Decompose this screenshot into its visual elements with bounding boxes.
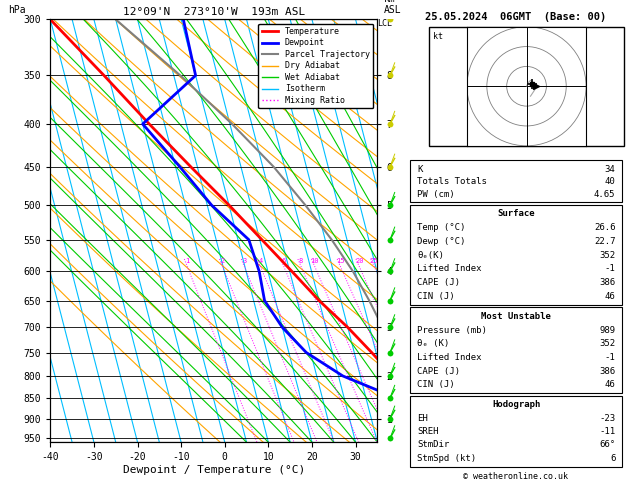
Text: 34: 34 [604,165,615,174]
Text: 4: 4 [259,259,262,264]
Text: km
ASL: km ASL [384,0,401,15]
Text: 6: 6 [610,454,615,463]
Text: 15: 15 [337,259,345,264]
Title: 12°09'N  273°10'W  193m ASL: 12°09'N 273°10'W 193m ASL [123,7,305,17]
Text: 26.6: 26.6 [594,223,615,232]
Text: 2: 2 [220,259,225,264]
Text: 22.7: 22.7 [594,237,615,246]
Text: PW (cm): PW (cm) [417,190,455,199]
Text: EH: EH [417,414,428,423]
Bar [410,160,622,202]
Bar [428,27,625,146]
Text: 6: 6 [282,259,286,264]
Text: 25: 25 [370,259,379,264]
Text: 10: 10 [311,259,319,264]
Legend: Temperature, Dewpoint, Parcel Trajectory, Dry Adiabat, Wet Adiabat, Isotherm, Mi: Temperature, Dewpoint, Parcel Trajectory… [259,24,373,108]
Text: Hodograph: Hodograph [492,400,540,409]
Text: -1: -1 [604,264,615,273]
Text: 386: 386 [599,278,615,287]
Text: CAPE (J): CAPE (J) [417,278,460,287]
Text: kt: kt [433,32,443,41]
Text: 386: 386 [599,366,615,376]
Text: StmDir: StmDir [417,440,450,450]
Text: Totals Totals: Totals Totals [417,177,487,187]
Text: StmSpd (kt): StmSpd (kt) [417,454,476,463]
Text: Lifted Index: Lifted Index [417,353,482,362]
Text: CIN (J): CIN (J) [417,292,455,301]
Text: -1: -1 [604,353,615,362]
Text: 25.05.2024  06GMT  (Base: 00): 25.05.2024 06GMT (Base: 00) [425,12,606,22]
Text: hPa: hPa [8,5,25,15]
Text: 20: 20 [355,259,364,264]
Text: K: K [417,165,423,174]
Text: 40: 40 [604,177,615,187]
Text: θₑ (K): θₑ (K) [417,339,450,348]
Text: Dewp (°C): Dewp (°C) [417,237,465,246]
Text: 66°: 66° [599,440,615,450]
Text: 8: 8 [299,259,303,264]
Text: 46: 46 [604,380,615,389]
Text: 989: 989 [599,326,615,335]
Text: CAPE (J): CAPE (J) [417,366,460,376]
Text: -23: -23 [599,414,615,423]
Text: 1: 1 [185,259,189,264]
Text: Pressure (mb): Pressure (mb) [417,326,487,335]
X-axis label: Dewpoint / Temperature (°C): Dewpoint / Temperature (°C) [123,465,305,475]
Text: Temp (°C): Temp (°C) [417,223,465,232]
Text: 4.65: 4.65 [594,190,615,199]
Bar [410,396,622,467]
Text: Most Unstable: Most Unstable [481,312,551,321]
Text: CIN (J): CIN (J) [417,380,455,389]
Text: © weatheronline.co.uk: © weatheronline.co.uk [463,472,567,481]
Text: 3: 3 [242,259,247,264]
Text: Lifted Index: Lifted Index [417,264,482,273]
Bar [410,307,622,393]
Text: 352: 352 [599,339,615,348]
Text: 352: 352 [599,251,615,260]
Text: -11: -11 [599,427,615,436]
Bar [410,205,622,305]
Text: Surface: Surface [498,209,535,218]
Text: SREH: SREH [417,427,439,436]
Text: θₑ(K): θₑ(K) [417,251,444,260]
Text: 46: 46 [604,292,615,301]
Text: LCL: LCL [377,19,392,28]
